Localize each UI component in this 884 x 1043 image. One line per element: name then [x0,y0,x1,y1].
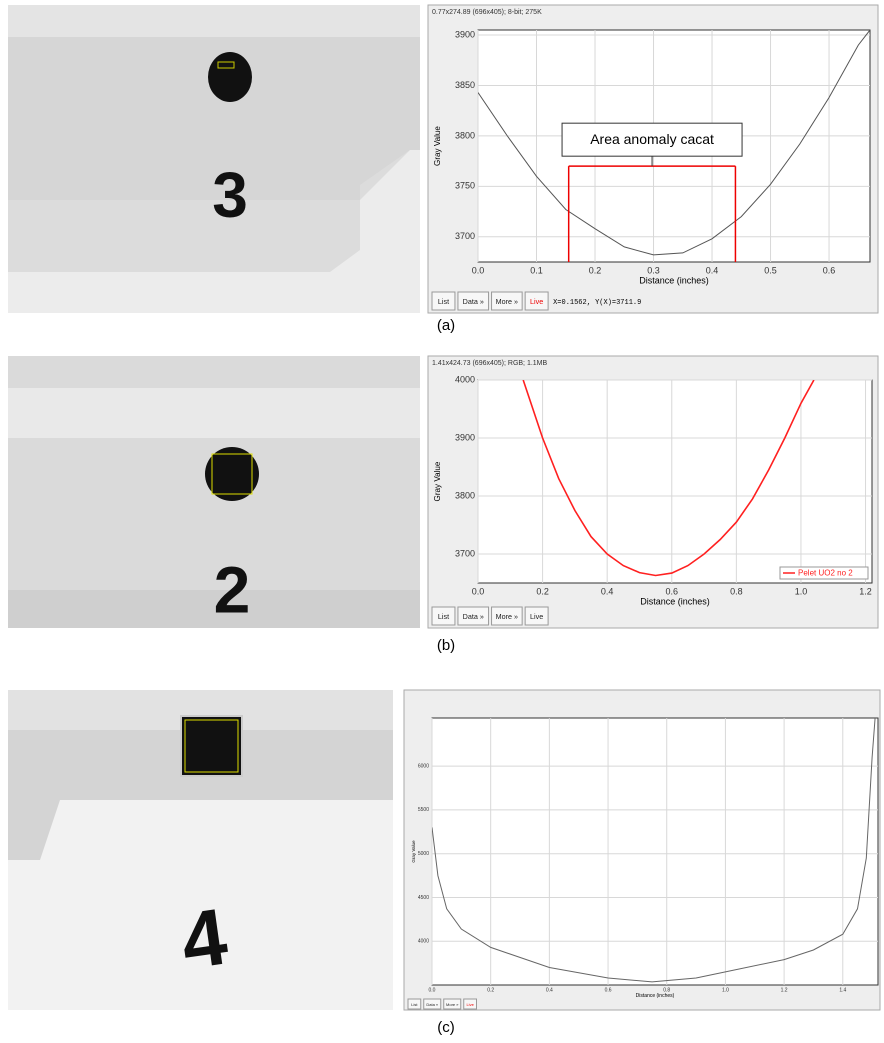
plot-button-label[interactable]: More » [446,1002,459,1007]
x-tick-label: 0.0 [472,586,485,596]
x-tick-label: 1.0 [795,586,808,596]
plot-button-label[interactable]: More » [496,612,518,621]
y-axis-label: Gray Value [433,126,442,166]
caption: (b) [437,637,455,654]
pellet-number: 3 [212,159,248,231]
y-tick-label: 3800 [455,130,475,140]
x-tick-label: 0.4 [706,265,719,275]
caption: (a) [437,317,455,334]
plot-button-label[interactable]: Live [530,612,543,621]
x-axis-label: Distance (inches) [636,993,675,999]
x-tick-label: 1.4 [839,987,846,993]
legend-label: Pelet UO2 no 2 [798,569,853,578]
y-tick-label: 3700 [455,548,475,558]
status-text: X=0.1562, Y(X)=3711.9 [553,299,641,307]
y-tick-label: 3900 [455,29,475,39]
plot-header: 1.41x424.73 (696x405); RGB; 1.1MB [432,360,548,367]
y-tick-label: 5000 [418,851,429,857]
x-tick-label: 0.6 [823,265,836,275]
pellet-number: 2 [214,552,251,626]
plot-button-label[interactable]: Data » [463,612,484,621]
x-tick-label: 0.4 [546,987,553,993]
plot-button-label[interactable]: Live [466,1002,474,1007]
plot-button-label[interactable]: List [438,297,449,306]
y-tick-label: 3800 [455,490,475,500]
x-tick-label: 1.0 [722,987,729,993]
x-axis-label: Distance (inches) [640,596,710,606]
x-tick-label: 0.8 [730,586,743,596]
y-tick-label: 4000 [418,939,429,945]
x-tick-label: 0.2 [536,586,549,596]
y-axis-label: Gray Value [411,840,416,863]
x-tick-label: 0.6 [605,987,612,993]
plot-area [432,718,878,985]
plot-button-label[interactable]: List [411,1002,418,1007]
plot-button-label[interactable]: More » [496,297,518,306]
x-tick-label: 0.2 [487,987,494,993]
y-tick-label: 3900 [455,432,475,442]
x-axis-label: Distance (inches) [639,275,709,285]
figure: 3 2 4 (a) (b) (c) 0.77x274.89 (696x405);… [0,0,884,1043]
x-tick-label: 0.1 [530,265,543,275]
plot-button-label[interactable]: List [438,612,449,621]
y-tick-label: 4000 [455,374,475,384]
plot-header: 0.77x274.89 (696x405); 8-bit; 275K [432,9,542,16]
x-tick-label: 1.2 [781,987,788,993]
x-tick-label: 0.6 [666,586,679,596]
plot-button-label[interactable]: Data » [463,297,484,306]
y-tick-label: 4500 [418,895,429,901]
y-tick-label: 3750 [455,181,475,191]
plot-button-label[interactable]: Data » [426,1002,439,1007]
x-tick-label: 0.0 [429,987,436,993]
x-tick-label: 0.0 [472,265,485,275]
x-tick-label: 0.3 [647,265,660,275]
y-tick-label: 3850 [455,80,475,90]
x-tick-label: 1.2 [859,586,872,596]
x-tick-label: 0.2 [589,265,602,275]
plot-button-label[interactable]: Live [530,297,543,306]
y-tick-label: 5500 [418,807,429,813]
x-tick-label: 0.5 [764,265,777,275]
y-tick-label: 3700 [455,231,475,241]
caption: (c) [437,1019,455,1036]
annotation: Area anomaly cacat [590,131,714,147]
plot-area [478,380,872,583]
y-axis-label: Gray Value [433,461,442,501]
y-tick-label: 6000 [418,763,429,769]
x-tick-label: 0.4 [601,586,614,596]
